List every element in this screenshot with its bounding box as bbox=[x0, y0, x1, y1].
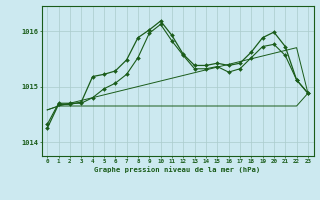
X-axis label: Graphe pression niveau de la mer (hPa): Graphe pression niveau de la mer (hPa) bbox=[94, 166, 261, 173]
